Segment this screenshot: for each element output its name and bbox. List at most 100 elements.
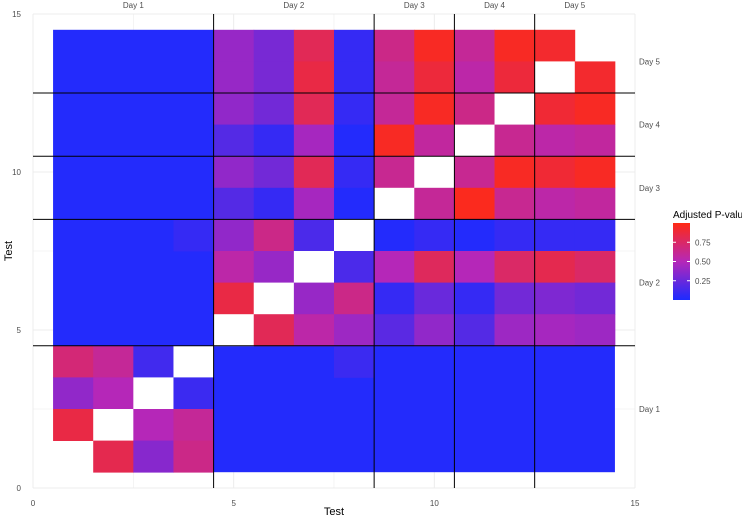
heatmap-cell — [494, 61, 536, 94]
y-tick-label: 0 — [17, 484, 22, 493]
heatmap-cell — [213, 124, 255, 157]
heatmap-cell — [534, 251, 576, 283]
y-tick-label: 15 — [12, 10, 21, 19]
heatmap-cell — [293, 219, 335, 252]
heatmap-cell — [173, 377, 214, 410]
heatmap-cell — [213, 156, 255, 189]
heatmap-cell — [374, 124, 415, 157]
heatmap-cell — [253, 314, 295, 347]
heatmap-cell — [414, 93, 455, 125]
heatmap-cell — [494, 29, 536, 62]
heatmap-cell — [494, 282, 536, 315]
heatmap-cell — [534, 219, 576, 252]
heatmap-cell — [494, 187, 536, 220]
heatmap-cell — [334, 187, 375, 220]
heatmap-cell — [414, 219, 455, 252]
x-tick-label: 0 — [31, 499, 36, 508]
x-tick-label: 5 — [231, 499, 236, 508]
legend-tick-label: 0.75 — [695, 238, 711, 247]
heatmap-cell — [173, 345, 214, 378]
heatmap-cell — [534, 314, 576, 347]
heatmap-cell — [494, 124, 536, 157]
heatmap-cell — [53, 409, 94, 441]
heatmap-cell — [213, 29, 255, 62]
heatmap-cell — [334, 219, 375, 252]
heatmap-cell — [334, 156, 375, 189]
heatmap-cell — [494, 251, 536, 283]
heatmap-cell — [414, 251, 455, 283]
heatmap-cell — [293, 61, 335, 94]
heatmap-cell — [253, 187, 295, 220]
heatmap-cell — [53, 345, 94, 378]
heatmap-cell — [334, 61, 375, 94]
heatmap-cell — [534, 93, 576, 125]
heatmap-cell — [133, 409, 174, 441]
y-tick-label: 10 — [12, 168, 21, 177]
heatmap-cell — [253, 29, 295, 62]
heatmap-cell — [414, 156, 455, 189]
heatmap-cell — [414, 314, 455, 347]
heatmap-cell — [534, 29, 576, 62]
heatmap-cell — [454, 156, 495, 189]
heatmap-cell — [414, 61, 455, 94]
heatmap-block — [213, 345, 615, 473]
x-tick-label: 10 — [430, 499, 439, 508]
heatmap-cell — [253, 251, 295, 283]
group-label-top: Day 5 — [564, 1, 585, 10]
heatmap-cell — [293, 251, 335, 283]
heatmap-cell — [454, 187, 495, 220]
heatmap-cell — [133, 377, 174, 410]
heatmap-cell — [93, 440, 134, 473]
heatmap-cell — [133, 345, 174, 378]
heatmap-cell — [374, 156, 415, 189]
legend-tick-label: 0.25 — [695, 277, 711, 286]
heatmap-cell — [334, 345, 375, 378]
group-label-right: Day 5 — [639, 57, 660, 66]
heatmap-cell — [574, 219, 616, 252]
heatmap-cell — [253, 93, 295, 125]
heatmap-cell — [173, 409, 214, 441]
heatmap-cell — [374, 219, 415, 252]
legend-tick-label: 0.50 — [695, 258, 711, 267]
heatmap-cell — [293, 187, 335, 220]
heatmap-cell — [574, 282, 616, 315]
heatmap-cell — [213, 61, 255, 94]
heatmap-cell — [494, 219, 536, 252]
heatmap-cell — [293, 93, 335, 125]
heatmap-cell — [454, 282, 495, 315]
heatmap-cell — [213, 219, 255, 252]
heatmap-cell — [334, 93, 375, 125]
heatmap-cell — [374, 29, 415, 62]
heatmap-cell — [374, 93, 415, 125]
heatmap-cell — [253, 124, 295, 157]
heatmap-cell — [253, 156, 295, 189]
y-tick-label: 5 — [17, 326, 22, 335]
heatmap-cell — [494, 156, 536, 189]
heatmap-block — [53, 29, 214, 346]
heatmap-cell — [494, 314, 536, 347]
heatmap-cell — [173, 219, 214, 252]
heatmap-cell — [534, 282, 576, 315]
x-tick-label: 15 — [631, 499, 640, 508]
heatmap-cell — [213, 187, 255, 220]
heatmap-cell — [93, 345, 134, 378]
heatmap-cell — [494, 93, 536, 125]
heatmap-cell — [53, 377, 94, 410]
group-label-right: Day 1 — [639, 405, 660, 414]
heatmap-cell — [454, 314, 495, 347]
heatmap-cell — [574, 156, 616, 189]
heatmap-cell — [213, 93, 255, 125]
heatmap-cell — [93, 409, 134, 441]
heatmap-cell — [534, 124, 576, 157]
heatmap-cell — [454, 124, 495, 157]
heatmap-cell — [374, 282, 415, 315]
heatmap-cell — [293, 156, 335, 189]
group-label-top: Day 4 — [484, 1, 505, 10]
legend-colorbar — [673, 223, 690, 300]
heatmap-cell — [293, 314, 335, 347]
x-axis-title: Test — [324, 506, 344, 518]
heatmap-cell — [293, 282, 335, 315]
heatmap-cell — [374, 314, 415, 347]
heatmap-cell — [414, 29, 455, 62]
